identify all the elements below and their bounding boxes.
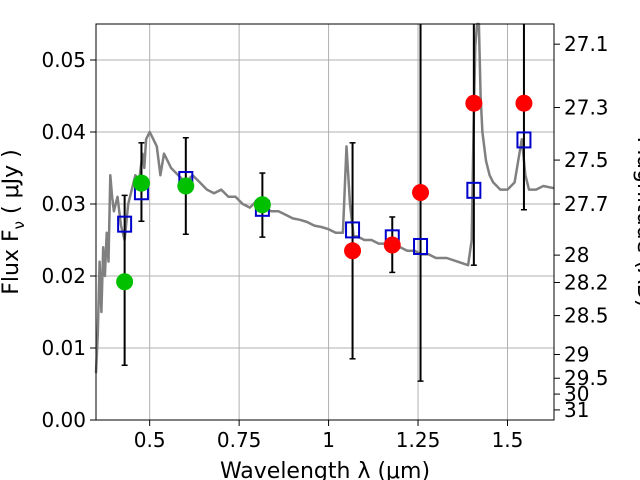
observed-point-nondetection <box>412 183 430 201</box>
y2-tick-label: 27.1 <box>564 32 609 56</box>
model-spectrum <box>94 22 555 374</box>
y-tick-label: 0.01 <box>41 336 86 360</box>
model-photometry-point <box>466 181 482 199</box>
y-axis-label: Flux Fν ( μJy ) <box>0 149 28 294</box>
y2-tick-label: 31 <box>564 398 589 422</box>
x-axis-ticks: 0.5 0.75 1 1.25 1.5 <box>134 420 524 452</box>
model-photometry <box>117 131 532 255</box>
model-photometry-point <box>117 215 133 233</box>
observed-point-detection <box>177 177 195 195</box>
x-tick-label: 1.5 <box>492 428 524 452</box>
y2-tick-label: 29.5 <box>564 366 609 390</box>
y2-tick-label: 28 <box>564 243 589 267</box>
y-tick-label: 0.03 <box>41 192 86 216</box>
x-tick-label: 1 <box>322 428 335 452</box>
y2-tick-label: 30 <box>564 382 589 406</box>
y-axis-label-unit: ( μJy ) <box>0 149 24 221</box>
observed-photometry <box>116 94 533 291</box>
y2-tick-label: 27.5 <box>564 148 609 172</box>
x-axis-label: Wavelength λ (μm) <box>220 459 430 480</box>
grid <box>96 24 554 421</box>
y-tick-label: 0.02 <box>41 264 86 288</box>
observed-point-detection <box>132 174 150 192</box>
model-photometry-point <box>516 131 532 149</box>
y2-tick-label: 27.3 <box>564 96 609 120</box>
y2-axis-label: Magnitude (AB) <box>632 137 640 308</box>
observed-point-nondetection <box>383 236 401 254</box>
observed-point-nondetection <box>465 94 483 112</box>
observed-point-nondetection <box>515 94 533 112</box>
observed-point-detection <box>253 196 271 214</box>
y-tick-label: 0.00 <box>41 408 86 432</box>
y-axis-label-subscript: ν <box>10 221 28 229</box>
plot-frame <box>95 23 555 421</box>
model-photometry-point <box>413 237 429 255</box>
x-tick-label: 0.75 <box>217 428 262 452</box>
x-tick-label: 1.25 <box>396 428 441 452</box>
model-photometry-point <box>345 221 361 239</box>
y-axis-ticks: 0.00 0.01 0.02 0.03 0.04 0.05 <box>41 48 96 432</box>
y-tick-label: 0.04 <box>41 120 86 144</box>
y2-tick-label: 29 <box>564 342 589 366</box>
x-tick-label: 0.5 <box>134 428 166 452</box>
y2-tick-label: 28.2 <box>564 270 609 294</box>
plot-border <box>95 23 555 421</box>
y2-tick-label: 28.5 <box>564 304 609 328</box>
observed-point-nondetection <box>344 242 362 260</box>
y2-tick-label: 27.7 <box>564 192 609 216</box>
y-tick-label: 0.05 <box>41 48 86 72</box>
observed-point-detection <box>116 273 134 291</box>
model-spectrum-line <box>94 22 555 374</box>
error-bars <box>121 24 527 382</box>
